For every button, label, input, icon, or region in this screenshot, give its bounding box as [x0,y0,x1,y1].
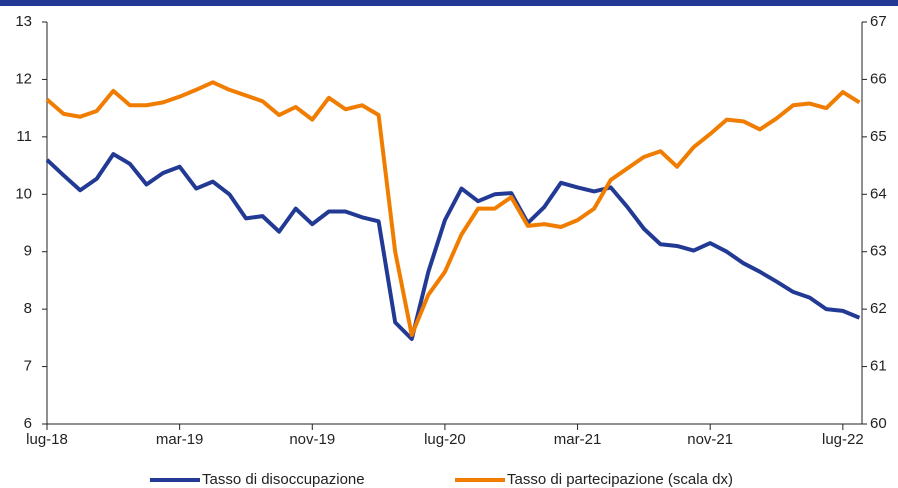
series-line [45,80,861,337]
x-tick-label: mar-19 [156,431,204,448]
y2-tick-label: 61 [870,358,887,375]
y-tick-label: 9 [24,243,32,260]
series-line [45,152,861,342]
y2-tick-label: 66 [870,70,887,87]
y-tick-label: 13 [15,13,32,30]
x-tick-label: nov-21 [687,431,733,448]
y-tick-label: 7 [24,358,32,375]
y-tick-label: 10 [15,185,32,202]
y2-tick-label: 63 [870,243,887,260]
y2-tick-label: 65 [870,128,887,145]
x-tick-label: lug-18 [26,431,68,448]
y-tick-label: 11 [16,128,32,145]
x-tick-label: lug-22 [822,431,864,448]
x-tick-label: mar-21 [554,431,602,448]
y-tick-label: 12 [15,70,32,87]
y2-tick-label: 62 [870,300,887,317]
y2-tick-label: 60 [870,415,887,432]
y2-tick-label: 67 [870,13,887,30]
top-bar [0,0,898,6]
legend-label: Tasso di disoccupazione [202,471,365,488]
y2-tick-label: 64 [870,185,887,202]
x-tick-label: lug-20 [424,431,466,448]
y-tick-label: 6 [24,415,32,432]
y-tick-label: 8 [24,300,32,317]
legend-label: Tasso di partecipazione (scala dx) [507,471,733,488]
x-tick-label: nov-19 [289,431,335,448]
